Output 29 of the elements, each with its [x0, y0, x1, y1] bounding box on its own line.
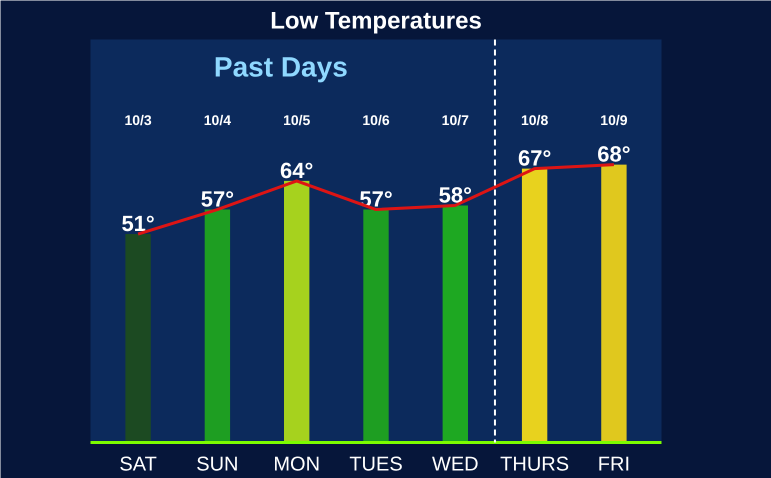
x-tick-label: MON — [273, 454, 320, 476]
text: 10/5 — [283, 112, 311, 128]
text: 10/9 — [600, 112, 628, 128]
text: 10/6 — [362, 112, 390, 128]
data-label: 64° — [280, 158, 314, 183]
x-tick-label: SAT — [119, 454, 157, 476]
bar — [284, 180, 310, 442]
x-tick-label: WED — [432, 454, 479, 476]
x-tick-label: SUN — [196, 454, 239, 476]
data-label: 67° — [518, 146, 552, 171]
bar — [204, 210, 230, 442]
data-label: 51° — [121, 211, 155, 236]
bar — [442, 205, 468, 442]
text: 10/8 — [520, 112, 548, 128]
chart-title: Low Temperatures — [270, 8, 482, 34]
text: 10/4 — [204, 112, 232, 128]
bar — [363, 210, 389, 442]
bar — [522, 168, 548, 442]
bar — [601, 164, 627, 442]
chart-subtitle: Past Days — [214, 52, 348, 83]
bar — [125, 234, 151, 442]
data-label: 58° — [438, 182, 472, 208]
text: 10/3 — [124, 112, 152, 128]
x-tick-label: FRI — [598, 454, 630, 476]
x-tick-label: TUES — [349, 454, 403, 476]
data-label: 57° — [200, 186, 234, 212]
text: 10/7 — [442, 112, 470, 128]
data-label: 68° — [597, 142, 631, 167]
x-tick-label: THURS — [500, 454, 570, 476]
